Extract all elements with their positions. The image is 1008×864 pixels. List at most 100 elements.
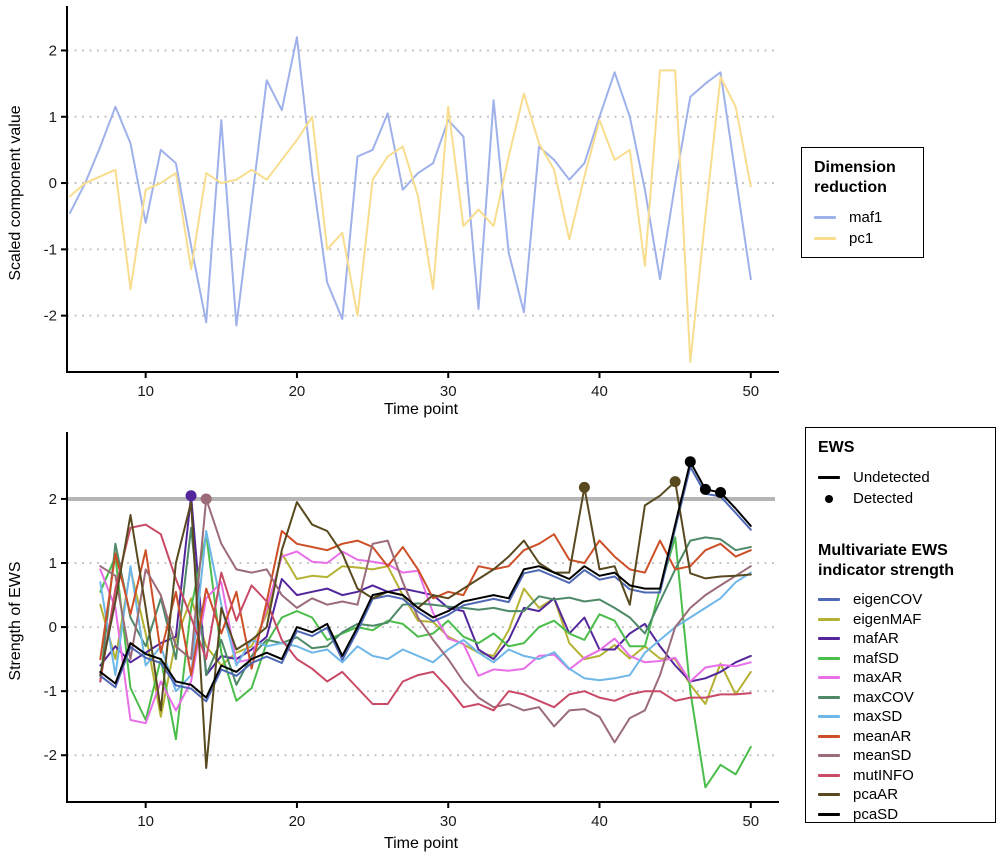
legend-item-label: maxCOV xyxy=(853,688,914,706)
top-chart-scaled-component: -2 -1 0 1 2 10 20 30 40 50 Scaled component value… xyxy=(7,6,779,418)
mutINFO-color-swatch-icon xyxy=(818,773,844,777)
legend-item-maf1: maf1 xyxy=(814,207,913,228)
series-line-mafSD xyxy=(99,533,752,789)
pcaAR-color-swatch-icon xyxy=(818,793,844,797)
legend-item-maxAR: maxAR xyxy=(818,668,985,688)
legend-item-mafSD: mafSD xyxy=(818,649,985,669)
x-tick-label: 50 xyxy=(742,813,759,830)
x-tick-label: 20 xyxy=(289,383,306,400)
legend-item-label: maxAR xyxy=(853,669,903,687)
detected-point-pcaAR xyxy=(578,481,590,493)
legend-item-label: meanAR xyxy=(853,727,912,745)
x-tick-label: 40 xyxy=(591,813,608,830)
detected-point-pcaSD xyxy=(684,456,696,468)
y-tick-label: 2 xyxy=(49,491,57,508)
maxCOV-color-swatch-icon xyxy=(818,695,844,699)
y-tick-label: 1 xyxy=(49,555,57,572)
series-line-maxCOV xyxy=(99,526,752,686)
pcaSD-color-swatch-icon xyxy=(818,812,844,816)
legend-item-meanSD: meanSD xyxy=(818,746,985,766)
x-tick-label: 10 xyxy=(137,383,154,400)
series-line-maxSD xyxy=(99,530,752,693)
detected-dot-icon xyxy=(818,494,844,503)
legend-item-maxSD: maxSD xyxy=(818,707,985,727)
legend-item-mafAR: mafAR xyxy=(818,629,985,649)
legend-item-mutINFO: mutINFO xyxy=(818,766,985,786)
legend-ews-title: EWS xyxy=(818,439,855,456)
legend-item-label: pc1 xyxy=(849,230,874,247)
eigenCOV-color-swatch-icon xyxy=(818,598,844,602)
y-tick-label: -1 xyxy=(44,683,57,700)
maxSD-color-swatch-icon xyxy=(818,715,844,719)
legend-item-label: eigenCOV xyxy=(853,591,923,609)
mafAR-color-swatch-icon xyxy=(818,637,844,641)
legend-dimension-reduction: Dimension reduction maf1 pc1 xyxy=(801,147,924,258)
series-line-pcaSD xyxy=(99,460,752,699)
bottom-chart-strength-of-ews: -2 -1 0 1 2 10 20 30 40 50 Strength of EWS Time p… xyxy=(7,432,779,852)
legend-spacer xyxy=(818,509,985,541)
pc1-color-swatch-icon xyxy=(814,237,840,240)
x-tick-label: 20 xyxy=(289,813,306,830)
undetected-line-icon xyxy=(818,476,844,479)
legend-item-label: mutINFO xyxy=(853,766,914,784)
legend-multivariate-title-line2: indicator strength xyxy=(818,562,955,579)
legend-item-meanAR: meanAR xyxy=(818,727,985,747)
legend-title-line2: reduction xyxy=(814,179,887,196)
legend-title-line1: Dimension xyxy=(814,159,896,176)
x-tick-label: 40 xyxy=(591,383,608,400)
top-x-axis-title: Time point xyxy=(384,401,459,418)
legend-item-label: maf1 xyxy=(849,209,883,226)
legend-item-label: meanSD xyxy=(853,747,912,765)
series-line-pcaAR xyxy=(99,480,752,769)
bottom-x-axis-title: Time point xyxy=(384,835,459,852)
legend-item-label: mafSD xyxy=(853,649,899,667)
legend-item-pc1: pc1 xyxy=(814,228,913,249)
legend-ews-items: eigenCOV eigenMAF mafAR mafSD maxAR maxCOV max… xyxy=(818,590,985,824)
y-tick-label: 2 xyxy=(49,42,57,59)
legend-item-label: pcaSD xyxy=(853,805,899,823)
top-y-axis-title: Scaled component value xyxy=(7,105,24,280)
y-tick-label: 0 xyxy=(49,175,57,192)
legend-multivariate-title-line1: Multivariate EWS xyxy=(818,542,948,559)
x-tick-label: 30 xyxy=(440,813,457,830)
legend-item-label: eigenMAF xyxy=(853,610,922,628)
series-line-meanSD xyxy=(99,497,752,744)
mafSD-color-swatch-icon xyxy=(818,656,844,660)
detected-point-pcaAR xyxy=(669,476,681,488)
legend-item-label: pcaAR xyxy=(853,786,899,804)
series-line-mutINFO xyxy=(99,523,752,712)
legend-ews: EWS Undetected Detected Multivariate EWS… xyxy=(805,427,996,823)
x-tick-label: 30 xyxy=(440,383,457,400)
series-line-eigenCOV xyxy=(99,465,752,703)
detected-point-mafAR xyxy=(185,490,197,502)
legend-dimension-items: maf1 pc1 xyxy=(814,207,913,249)
legend-item-label: maxSD xyxy=(853,708,903,726)
maxAR-color-swatch-icon xyxy=(818,676,844,680)
legend-detected-row: Detected xyxy=(818,488,985,509)
legend-multivariate-title: Multivariate EWS indicator strength xyxy=(818,541,985,581)
maf1-color-swatch-icon xyxy=(814,216,840,219)
series-line-meanAR xyxy=(99,530,752,677)
meanSD-color-swatch-icon xyxy=(818,754,844,758)
legend-item-pcaAR: pcaAR xyxy=(818,785,985,805)
legend-item-maxCOV: maxCOV xyxy=(818,688,985,708)
detected-label: Detected xyxy=(853,490,914,507)
detected-point-meanSD xyxy=(200,493,212,505)
detected-point-pcaSD xyxy=(715,487,727,499)
y-tick-label: 1 xyxy=(49,109,57,126)
x-tick-label: 50 xyxy=(742,383,759,400)
y-tick-label: 0 xyxy=(49,619,57,636)
x-tick-label: 10 xyxy=(137,813,154,830)
bottom-y-axis-title: Strength of EWS xyxy=(7,561,24,680)
legend-item-eigenMAF: eigenMAF xyxy=(818,610,985,630)
eigenMAF-color-swatch-icon xyxy=(818,617,844,621)
series-line-pc1 xyxy=(69,69,752,364)
legend-item-eigenCOV: eigenCOV xyxy=(818,590,985,610)
y-tick-label: -1 xyxy=(44,241,57,258)
y-tick-label: -2 xyxy=(44,747,57,764)
legend-item-label: mafAR xyxy=(853,630,899,648)
series-line-maf1 xyxy=(69,36,752,327)
y-tick-label: -2 xyxy=(44,308,57,325)
detected-point-pcaSD xyxy=(699,483,711,495)
